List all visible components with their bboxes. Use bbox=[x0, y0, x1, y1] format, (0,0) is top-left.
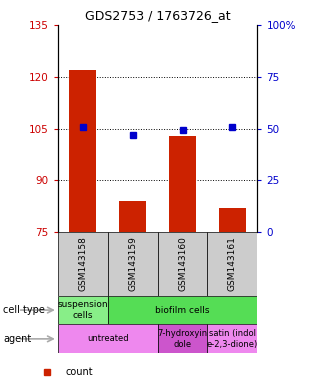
Text: satin (indol
e-2,3-dione): satin (indol e-2,3-dione) bbox=[207, 329, 258, 349]
Text: GSM143158: GSM143158 bbox=[78, 237, 87, 291]
Bar bbox=[208, 324, 257, 353]
Bar bbox=[158, 232, 208, 296]
Text: biofilm cells: biofilm cells bbox=[155, 306, 210, 314]
Text: count: count bbox=[65, 367, 93, 377]
Text: GSM143160: GSM143160 bbox=[178, 237, 187, 291]
Text: cell type: cell type bbox=[3, 305, 45, 315]
Bar bbox=[158, 324, 208, 353]
Bar bbox=[208, 232, 257, 296]
Bar bbox=[69, 70, 96, 232]
Bar bbox=[58, 296, 108, 324]
Title: GDS2753 / 1763726_at: GDS2753 / 1763726_at bbox=[85, 9, 230, 22]
Text: untreated: untreated bbox=[87, 334, 128, 343]
Bar bbox=[58, 324, 158, 353]
Text: GSM143161: GSM143161 bbox=[228, 237, 237, 291]
Text: suspension
cells: suspension cells bbox=[57, 300, 108, 320]
Bar bbox=[58, 232, 108, 296]
Text: agent: agent bbox=[3, 334, 32, 344]
Bar bbox=[108, 232, 158, 296]
Bar bbox=[119, 201, 146, 232]
Text: 7-hydroxyin
dole: 7-hydroxyin dole bbox=[157, 329, 208, 349]
Bar bbox=[108, 296, 257, 324]
Text: GSM143159: GSM143159 bbox=[128, 237, 137, 291]
Bar bbox=[219, 208, 246, 232]
Bar bbox=[169, 136, 196, 232]
